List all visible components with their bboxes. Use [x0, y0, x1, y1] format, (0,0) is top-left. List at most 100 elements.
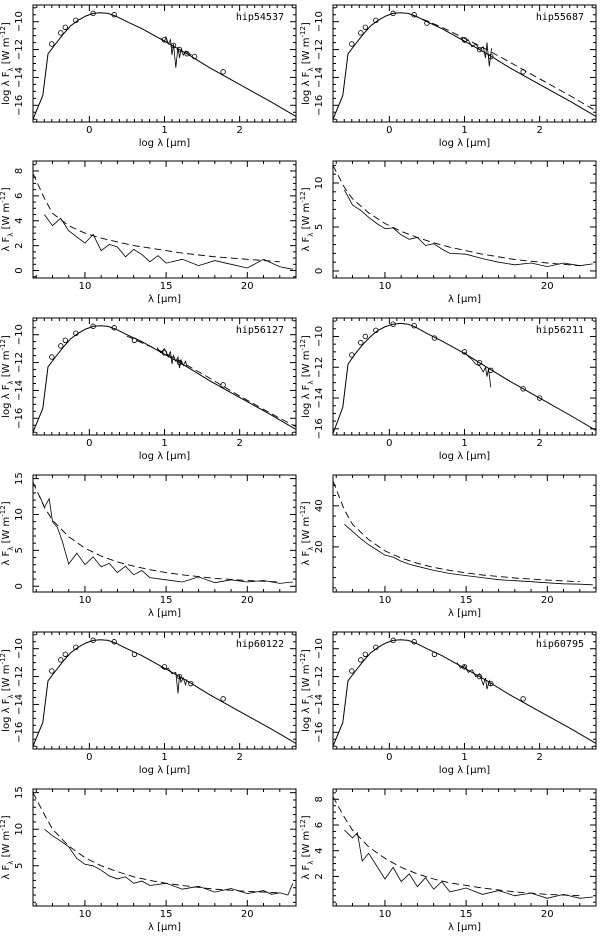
photometry-point — [58, 343, 64, 349]
photometry-point — [424, 20, 430, 26]
y-tick-label: −16 — [314, 95, 325, 116]
x-tick-label: 15 — [160, 595, 173, 606]
photometry-point — [520, 696, 526, 702]
spectrum-line — [44, 828, 294, 896]
y-axis-label: log λ Fλ [W m-12] — [0, 649, 15, 732]
y-tick-label: 5 — [14, 863, 25, 869]
y-tick-label: −10 — [14, 638, 25, 659]
x-tick-label: 1 — [461, 125, 467, 136]
photometry-point — [411, 12, 417, 18]
y-axis-label: λ Fλ [W m-12] — [299, 815, 315, 879]
photometry-point — [90, 10, 96, 17]
x-tick-label: 20 — [541, 281, 554, 292]
spectrum-line — [44, 214, 293, 270]
panel-hip55687-ratio: 10 20 0 5 10 λ [μm] λ Fλ [W m-12] — [299, 160, 597, 305]
y-axis-label: λ Fλ [W m-12] — [0, 501, 15, 565]
photometry-point — [73, 644, 79, 651]
x-tick-label: 10 — [79, 595, 92, 606]
photometry-point — [349, 352, 355, 358]
photometry-point — [390, 10, 396, 17]
y-tick-label: −16 — [314, 418, 325, 439]
x-tick-label: 0 — [386, 125, 392, 136]
plot-frame — [32, 160, 297, 279]
photometry-point — [111, 639, 117, 645]
star-name: hip60122 — [236, 639, 284, 650]
y-tick-label: 5 — [314, 224, 325, 230]
y-tick-label: 10 — [14, 823, 25, 836]
y-tick-label: 4 — [14, 218, 25, 224]
photometry-point — [349, 668, 355, 674]
photometry-point — [62, 337, 69, 343]
y-axis-label: log λ Fλ [W m-12] — [0, 22, 15, 105]
x-axis-label: λ [μm] — [148, 922, 181, 933]
dashed-line — [333, 796, 580, 897]
photometry-point — [476, 46, 483, 53]
y-tick-label: −14 — [14, 694, 25, 715]
y-tick-label: −16 — [14, 95, 25, 116]
y-tick-label: −10 — [14, 11, 25, 32]
x-tick-label: 1 — [461, 438, 467, 449]
y-tick-label: 4 — [314, 848, 325, 854]
photometry-point — [73, 17, 79, 24]
photometry-point — [411, 322, 417, 329]
y-tick-label: 0 — [314, 268, 325, 274]
photometry-point — [58, 30, 64, 36]
star-name: hip54537 — [236, 12, 284, 23]
model-line — [33, 12, 296, 120]
photometry-point — [220, 382, 226, 388]
x-tick-label: 15 — [160, 909, 173, 920]
x-tick-label: 2 — [536, 752, 542, 763]
plot-frame — [32, 474, 297, 593]
photometry-point — [431, 651, 438, 657]
x-axis-label: λ [μm] — [448, 922, 481, 933]
y-tick-label: −12 — [314, 357, 325, 378]
photometry-point — [362, 24, 369, 30]
x-tick-label: 20 — [241, 909, 254, 920]
x-tick-label: 15 — [160, 281, 173, 292]
plot-frame — [332, 474, 597, 593]
panel-hip56127-ratio: 10 15 20 0 5 10 15 λ [μm] λ Fλ [W m-12] — [0, 472, 297, 619]
spectrum-line — [460, 36, 492, 67]
photometry-point — [358, 657, 364, 663]
model-line — [333, 639, 596, 747]
photometry-point — [49, 668, 55, 674]
star-name: hip56211 — [536, 325, 584, 336]
x-tick-label: 20 — [541, 595, 554, 606]
y-tick-label: 15 — [14, 786, 25, 799]
x-axis-label: log λ [μm] — [139, 138, 191, 149]
y-tick-label: −14 — [314, 694, 325, 715]
y-tick-label: −16 — [14, 408, 25, 429]
photometry-point — [90, 637, 96, 644]
dashed-line — [33, 482, 280, 583]
photometry-point — [373, 17, 379, 24]
dashed-line — [411, 14, 596, 112]
y-tick-label: 2 — [314, 873, 325, 879]
star-name: hip60795 — [536, 639, 584, 650]
photometry-point — [191, 53, 198, 60]
photometry-point — [58, 657, 64, 663]
photometry-point — [62, 651, 69, 657]
y-tick-label: −14 — [314, 67, 325, 88]
dashed-line — [33, 792, 280, 894]
model-line — [333, 12, 596, 120]
plot-frame — [32, 788, 297, 907]
x-tick-label: 0 — [86, 125, 92, 136]
x-tick-label: 1 — [161, 752, 167, 763]
y-tick-label: 20 — [314, 540, 325, 553]
photometry-point — [176, 46, 183, 53]
y-tick-label: −14 — [14, 380, 25, 401]
dashed-line — [33, 173, 280, 263]
photometry-point — [111, 12, 117, 18]
model-line — [333, 322, 596, 434]
x-axis-label: λ [μm] — [148, 294, 181, 305]
photometry-point — [220, 69, 226, 75]
y-tick-label: −12 — [14, 352, 25, 373]
dashed-line — [333, 481, 580, 583]
y-tick-label: −12 — [314, 666, 325, 687]
y-tick-label: −10 — [314, 11, 325, 32]
x-axis-label: λ [μm] — [148, 608, 181, 619]
panel-hip54537-sed: 0 1 2 −16 −14 −12 −10 log λ [μm] log λ Fλ [W m-1… — [0, 4, 297, 149]
panel-hip55687-sed: 0 1 2 −16 −14 −12 −10 log λ [μm] log λ Fλ [W m-1… — [299, 4, 597, 149]
spectrum-line — [160, 666, 188, 694]
